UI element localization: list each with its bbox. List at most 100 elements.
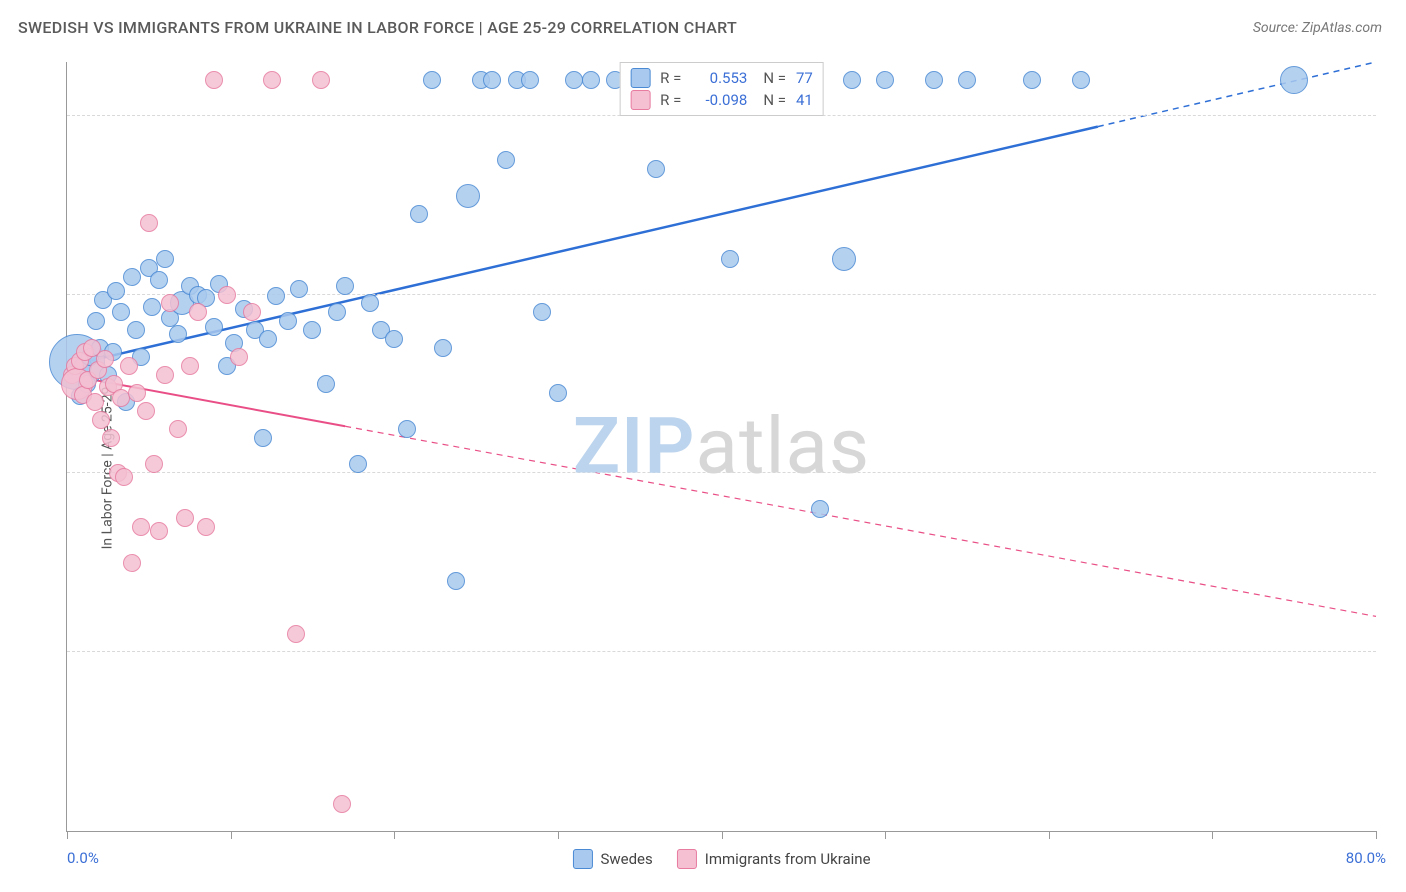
data-point [137, 402, 155, 420]
data-point [92, 411, 110, 429]
data-point [279, 312, 297, 330]
data-point [876, 71, 894, 89]
data-point [385, 330, 403, 348]
legend-item: Swedes [572, 849, 652, 869]
source-label: Source: ZipAtlas.com [1253, 20, 1382, 36]
y-tick-label: 100.0% [1384, 89, 1406, 107]
data-point [86, 393, 104, 411]
data-point [1072, 71, 1090, 89]
legend-item: Immigrants from Ukraine [677, 849, 871, 869]
data-point [140, 214, 158, 232]
series-legend: Swedes Immigrants from Ukraine [572, 849, 870, 869]
x-axis-max-label: 80.0% [1346, 849, 1386, 867]
x-tick [1049, 831, 1050, 839]
data-point [361, 294, 379, 312]
legend-series-label: Immigrants from Ukraine [705, 850, 871, 868]
legend-r-label: R = [660, 91, 681, 109]
data-point [1280, 66, 1308, 94]
data-point [263, 71, 281, 89]
data-point [161, 294, 179, 312]
data-point [336, 277, 354, 295]
data-point [303, 321, 321, 339]
data-point [423, 71, 441, 89]
data-point [267, 287, 285, 305]
legend-swatch [630, 90, 650, 110]
chart-title: SWEDISH VS IMMIGRANTS FROM UKRAINE IN LA… [18, 18, 737, 37]
data-point [127, 321, 145, 339]
data-point [120, 357, 138, 375]
data-point [447, 572, 465, 590]
data-point [582, 71, 600, 89]
data-point [434, 339, 452, 357]
data-point [333, 795, 351, 813]
legend-series-label: Swedes [600, 850, 652, 868]
data-point [112, 389, 130, 407]
data-point [150, 271, 168, 289]
data-point [123, 554, 141, 572]
data-point [123, 268, 141, 286]
legend-n-value: 41 [796, 91, 813, 109]
data-point [1023, 71, 1041, 89]
data-point [96, 350, 114, 368]
legend-swatch [677, 849, 697, 869]
data-point [647, 160, 665, 178]
data-point [259, 330, 277, 348]
data-point [176, 509, 194, 527]
legend-swatch [572, 849, 592, 869]
x-tick [558, 831, 559, 839]
horizontal-gridline [67, 472, 1376, 473]
data-point [533, 303, 551, 321]
data-point [832, 247, 856, 271]
legend-row: R = -0.098 N = 41 [630, 89, 813, 111]
data-point [521, 71, 539, 89]
x-tick [1376, 831, 1377, 839]
data-point [128, 384, 146, 402]
data-point [87, 312, 105, 330]
data-point [197, 518, 215, 536]
data-point [456, 184, 480, 208]
data-point [925, 71, 943, 89]
correlation-legend: R =0.553N =77R =-0.098N =41 [619, 62, 824, 116]
data-point [317, 375, 335, 393]
data-point [115, 468, 133, 486]
data-point [102, 429, 120, 447]
data-point [112, 303, 130, 321]
data-point [811, 500, 829, 518]
legend-n-label: N = [763, 91, 786, 109]
data-point [483, 71, 501, 89]
data-point [205, 71, 223, 89]
legend-r-value: -0.098 [691, 91, 747, 109]
legend-n-value: 77 [796, 69, 813, 87]
data-point [958, 71, 976, 89]
legend-n-label: N = [763, 69, 786, 87]
x-tick [394, 831, 395, 839]
data-point [843, 71, 861, 89]
x-tick [722, 831, 723, 839]
data-point [410, 205, 428, 223]
data-point [497, 151, 515, 169]
data-point [181, 357, 199, 375]
data-point [156, 366, 174, 384]
data-point [312, 71, 330, 89]
horizontal-gridline [67, 651, 1376, 652]
x-tick [1212, 831, 1213, 839]
x-tick [67, 831, 68, 839]
y-tick-label: 70.0% [1384, 625, 1406, 643]
data-point [398, 420, 416, 438]
data-point [205, 318, 223, 336]
plot-area: ZIPatlas R =0.553N =77R =-0.098N =41 Swe… [66, 62, 1376, 832]
x-axis-min-label: 0.0% [67, 849, 99, 867]
data-point [243, 303, 261, 321]
data-point [287, 625, 305, 643]
horizontal-gridline [67, 294, 1376, 295]
legend-swatch [630, 68, 650, 88]
data-point [169, 325, 187, 343]
legend-row: R =0.553N =77 [630, 67, 813, 89]
data-point [156, 250, 174, 268]
data-point [189, 303, 207, 321]
data-point [254, 429, 272, 447]
data-point [721, 250, 739, 268]
data-point [230, 348, 248, 366]
data-point [328, 303, 346, 321]
data-point [169, 420, 187, 438]
